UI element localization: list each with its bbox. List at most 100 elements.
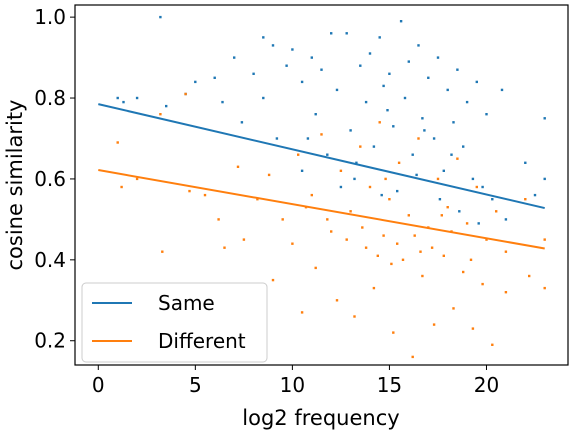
scatter-point-same <box>378 36 381 39</box>
scatter-point-same <box>500 88 504 92</box>
scatter-point-same <box>300 80 304 84</box>
scatter-point-same <box>330 32 333 35</box>
scatter-point-different <box>452 307 455 310</box>
scatter-point-different <box>446 206 449 209</box>
scatter-point-different <box>456 157 459 160</box>
scatter-point-same <box>364 100 368 104</box>
scatter-point-same <box>458 210 461 213</box>
scatter-point-same <box>450 153 453 156</box>
scatter-point-same <box>432 137 436 140</box>
scatter-point-different <box>384 177 387 181</box>
scatter-point-same <box>465 100 469 104</box>
scatter-point-different <box>397 161 401 164</box>
scatter-point-different <box>392 331 395 334</box>
scatter-point-same <box>421 117 424 120</box>
scatter-point-same <box>382 84 385 88</box>
scatter-point-same <box>392 125 395 128</box>
scatter-point-same <box>221 100 224 104</box>
scatter-point-same <box>396 189 399 193</box>
scatter-point-different <box>413 234 416 237</box>
scatter-point-different <box>462 270 465 274</box>
scatter-point-different <box>353 315 356 318</box>
scatter-point-different <box>372 286 376 290</box>
scatter-point-different <box>504 250 508 253</box>
scatter-point-different <box>524 198 527 201</box>
scatter-point-same <box>427 76 430 79</box>
scatter-point-same <box>353 177 356 181</box>
scatter-point-same <box>291 48 294 51</box>
scatter-point-different <box>442 254 445 257</box>
scatter-point-same <box>300 169 304 172</box>
scatter-point-different <box>471 327 475 330</box>
scatter-point-same <box>252 72 255 75</box>
scatter-point-different <box>297 153 300 156</box>
scatter-point-same <box>135 96 139 100</box>
scatter-point-same <box>310 56 313 59</box>
scatter-point-different <box>242 238 246 241</box>
scatter-point-same <box>491 198 494 201</box>
scatter-point-different <box>368 185 372 189</box>
scatter-point-same <box>122 100 125 104</box>
scatter-point-same <box>543 117 546 120</box>
scatter-point-same <box>271 44 275 47</box>
x-tick-label: 15 <box>377 373 402 397</box>
trend-line-different <box>98 169 545 250</box>
scatter-point-different <box>256 198 259 201</box>
scatter-point-same <box>165 104 168 108</box>
scatter-point-different <box>388 198 391 201</box>
scatter-point-same <box>436 56 440 59</box>
scatter-point-same <box>533 193 537 197</box>
scatter-point-different <box>421 274 424 278</box>
scatter-point-same <box>380 193 383 197</box>
legend: Same Different <box>81 282 268 363</box>
scatter-point-different <box>184 92 187 96</box>
x-tick-label: 5 <box>189 373 202 397</box>
x-axis-label: log2 frequency <box>242 406 399 430</box>
scatter-point-different <box>159 113 162 116</box>
scatter-point-different <box>161 250 164 253</box>
scatter-point-different <box>339 169 343 172</box>
scatter-point-same <box>475 80 478 84</box>
scatter-point-same <box>504 218 508 221</box>
plot-frame <box>74 4 569 366</box>
points-layer <box>116 15 546 359</box>
scatter-point-same <box>411 153 414 156</box>
y-tick-label: 1.0 <box>34 5 66 29</box>
scatter-point-different <box>300 311 304 314</box>
scatter-point-different <box>335 299 339 302</box>
y-tick-label: 0.8 <box>34 86 66 110</box>
scatter-point-different <box>465 222 469 225</box>
scatter-point-same <box>471 177 475 181</box>
scatter-point-same <box>233 56 236 59</box>
scatter-point-different <box>504 291 508 294</box>
scatter-point-same <box>456 68 459 71</box>
scatter-point-same <box>399 20 403 23</box>
scatter-point-different <box>120 185 123 189</box>
scatter-point-different <box>436 177 440 181</box>
scatter-point-same <box>452 121 455 124</box>
scatter-point-same <box>240 121 244 124</box>
scatter-point-same <box>438 198 442 201</box>
scatter-point-different <box>223 246 226 249</box>
trend-layer <box>98 103 545 250</box>
scatter-point-different <box>543 286 546 290</box>
scatter-point-same <box>314 113 317 116</box>
legend-label-same: Same <box>158 291 215 315</box>
scatter-point-different <box>396 242 399 245</box>
trend-line-same <box>98 103 545 210</box>
scatter-point-different <box>440 214 443 217</box>
scatter-point-different <box>310 193 313 197</box>
scatter-point-different <box>390 262 393 266</box>
scatter-point-different <box>411 355 414 359</box>
scatter-point-same <box>159 15 162 19</box>
scatter-point-different <box>330 230 333 233</box>
scatter-point-different <box>314 266 317 270</box>
scatter-point-same <box>403 96 407 100</box>
scatter-point-different <box>364 246 368 249</box>
x-tick-label: 20 <box>474 373 499 397</box>
scatter-point-same <box>326 153 329 156</box>
scatter-point-different <box>401 258 405 261</box>
scatter-point-different <box>188 189 191 193</box>
